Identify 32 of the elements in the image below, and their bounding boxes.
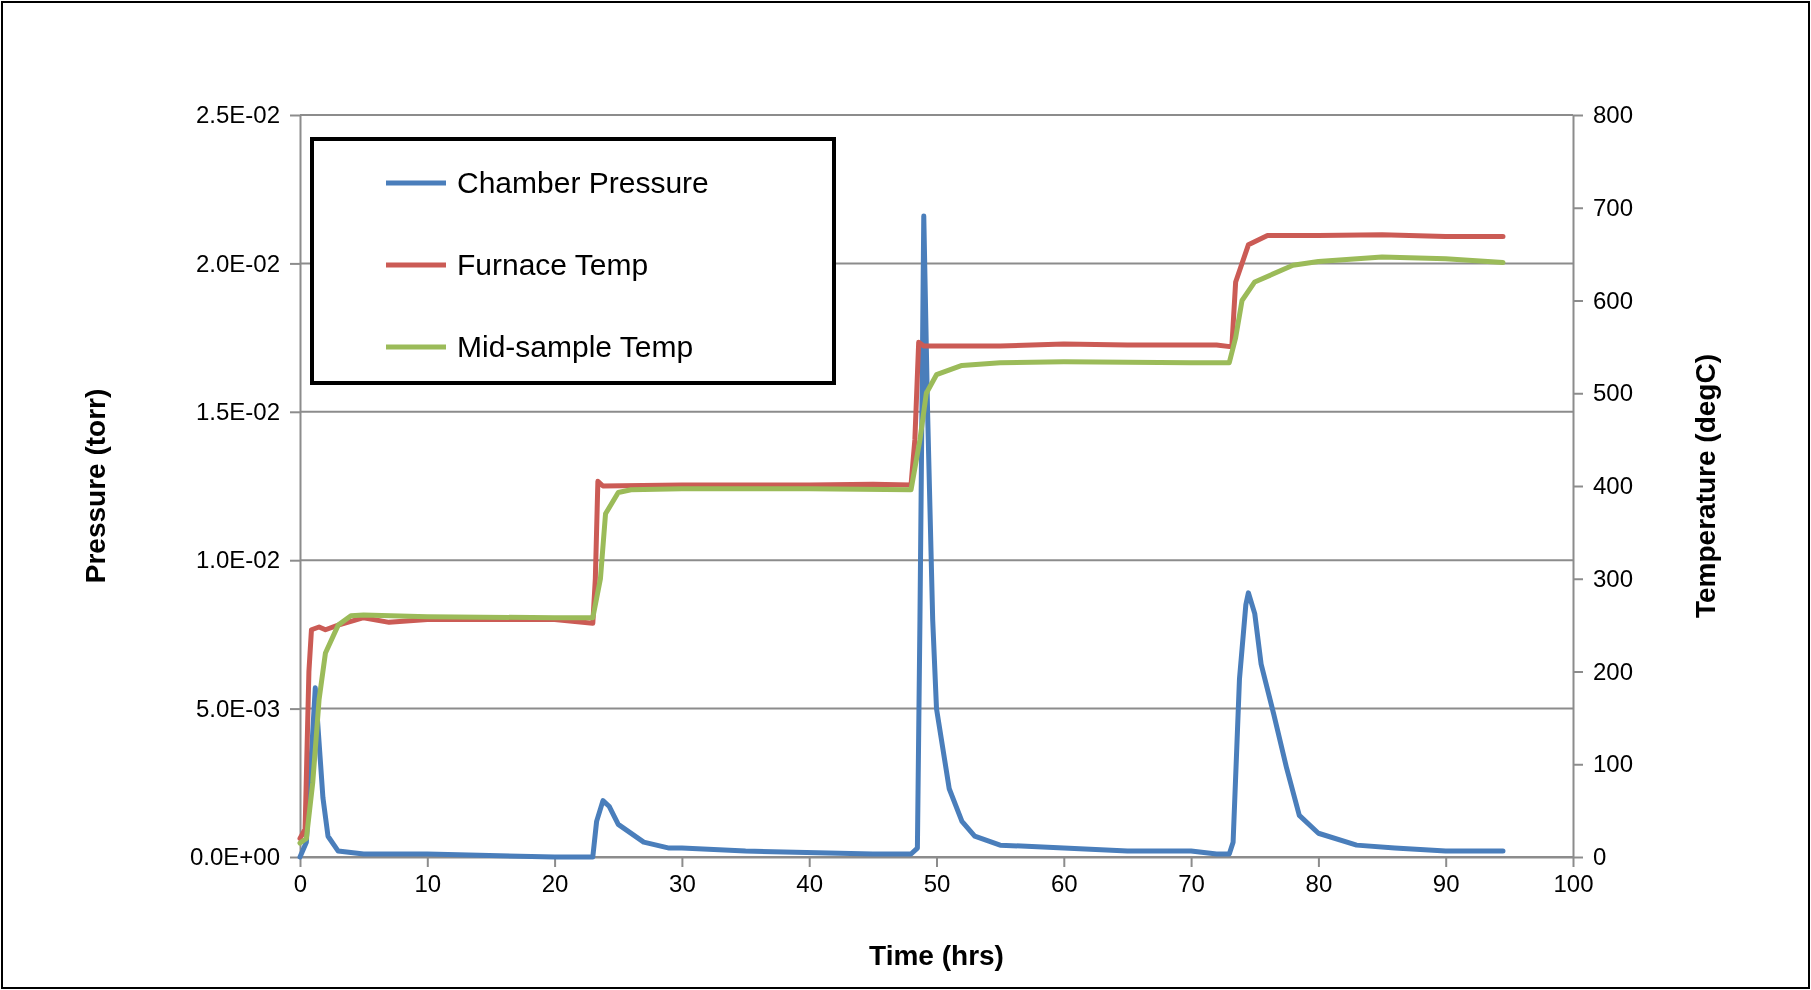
x-tick-label: 60 (1050, 870, 1078, 898)
y2-tick-label: 400 (1593, 472, 1634, 500)
y-tick-label: 2.5E-02 (195, 101, 280, 129)
y2-tick-label: 100 (1593, 750, 1634, 778)
x-axis-title: Time (hrs) (869, 940, 1004, 971)
y2-tick-label: 600 (1593, 286, 1634, 314)
x-tick-label: 40 (796, 870, 824, 898)
y2-tick-label: 700 (1593, 193, 1634, 221)
x-tick-label: 20 (541, 870, 569, 898)
y-tick-label: 2.0E-02 (195, 249, 280, 277)
legend-label: Chamber Pressure (457, 166, 709, 199)
x-tick-label: 90 (1432, 870, 1460, 898)
y2-tick-label: 0 (1593, 843, 1607, 871)
y2-tick-label: 500 (1593, 379, 1634, 407)
legend-label: Mid-sample Temp (457, 330, 694, 363)
y2-tick-label: 800 (1593, 101, 1634, 129)
legend-label: Furnace Temp (457, 248, 649, 281)
x-tick-label: 70 (1178, 870, 1205, 898)
y-tick-label: 0.0E+00 (189, 843, 280, 871)
x-tick-label: 50 (923, 870, 951, 898)
y-tick-label: 5.0E-03 (195, 694, 280, 722)
y-tick-label: 1.0E-02 (195, 546, 280, 574)
x-tick-label: 10 (414, 870, 442, 898)
y-tick-label: 1.5E-02 (195, 397, 280, 425)
x-tick-label: 80 (1305, 870, 1333, 898)
x-tick-label: 100 (1553, 870, 1594, 898)
y2-tick-label: 300 (1593, 564, 1634, 592)
x-tick-label: 0 (293, 870, 308, 898)
y2-axis-title: Temperature (degC) (1690, 354, 1721, 618)
x-tick-label: 30 (669, 870, 696, 898)
y2-tick-label: 200 (1593, 657, 1634, 685)
y-axis-title: Pressure (torr) (80, 388, 111, 584)
